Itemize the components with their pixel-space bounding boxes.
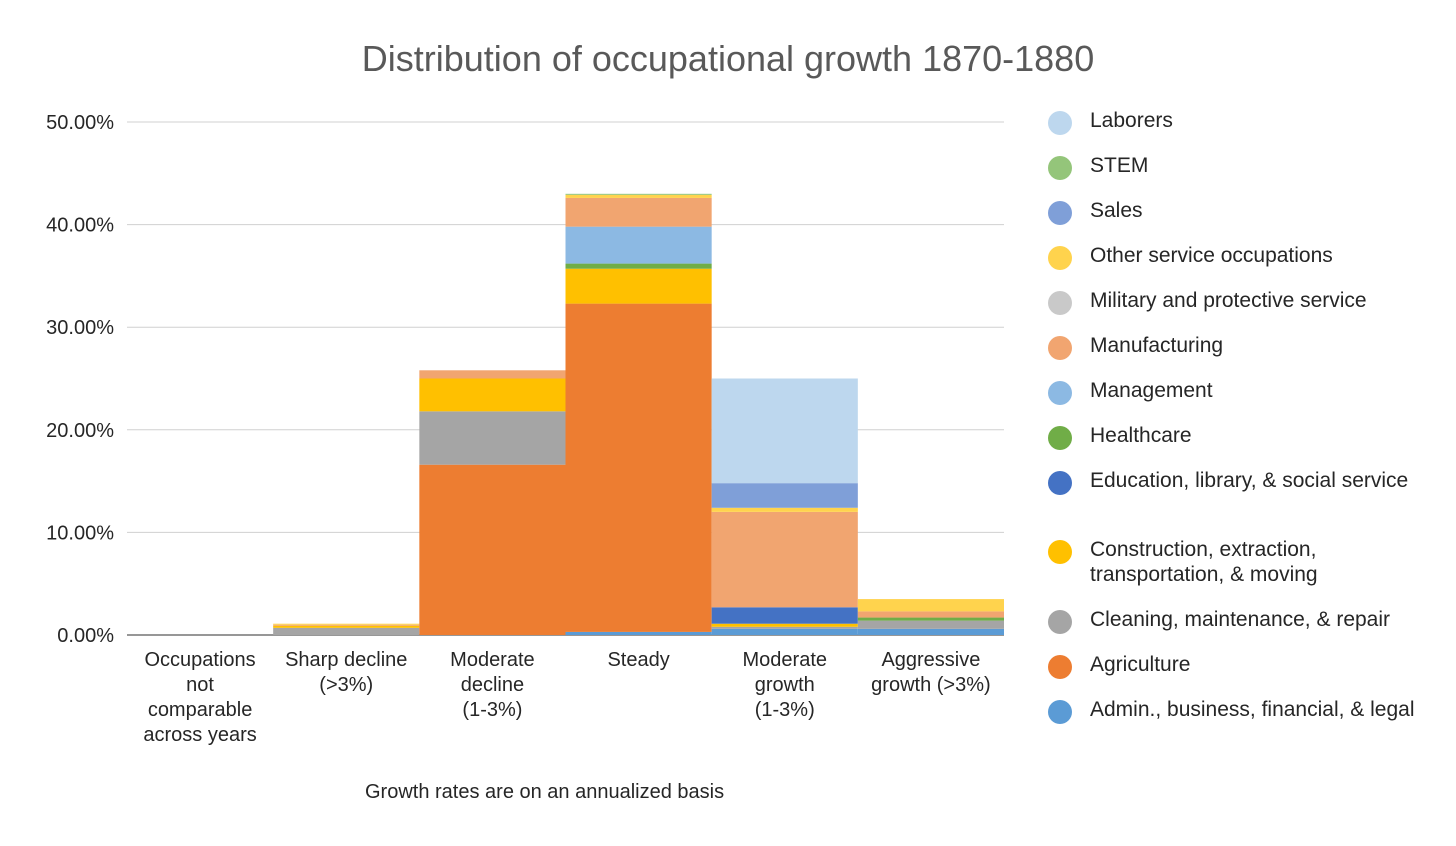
x-axis-label: Growth rates are on an annualized basis <box>365 781 725 803</box>
x-tick-label: Aggressive growth (>3%) <box>871 649 991 696</box>
bar-segment <box>565 303 712 632</box>
bar-segment <box>273 623 420 625</box>
bar-segment <box>711 378 858 484</box>
bar-segment <box>857 611 1004 618</box>
bar-segment <box>565 268 712 304</box>
legend-swatch <box>1048 381 1072 405</box>
legend-swatch <box>1048 426 1072 450</box>
legend-swatch <box>1048 540 1072 564</box>
bar-segment <box>711 628 858 635</box>
bar-segment <box>857 628 1004 635</box>
legend-item: Education, library, & social service <box>1048 468 1430 495</box>
bar-segment <box>711 626 858 629</box>
legend-label: Healthcare <box>1090 424 1192 447</box>
legend-swatch <box>1048 471 1072 495</box>
bar-segment <box>419 464 566 635</box>
bar-segment <box>273 624 420 626</box>
legend-label: Other service occupations <box>1090 244 1333 267</box>
bar-segment <box>565 263 712 269</box>
legend-label: Construction, extraction, transportation… <box>1090 538 1318 586</box>
legend-label: STEM <box>1090 154 1149 177</box>
legend-item: Management <box>1048 378 1430 405</box>
legend-item: Sales <box>1048 198 1430 225</box>
legend-item: Other service occupations <box>1048 243 1430 270</box>
legend-item: STEM <box>1048 153 1430 180</box>
bar-segment <box>565 194 712 198</box>
legend-item: Laborers <box>1048 108 1430 135</box>
bar-segment <box>857 599 1004 612</box>
legend-label: Agriculture <box>1090 653 1191 676</box>
legend-item: Manufacturing <box>1048 333 1430 360</box>
legend-label: Admin., business, financial, & legal <box>1090 698 1415 721</box>
legend-swatch <box>1048 291 1072 315</box>
bars <box>273 193 1004 635</box>
bar-segment <box>273 627 420 635</box>
bar-segment <box>273 625 420 628</box>
legend-swatch <box>1048 655 1072 679</box>
x-tick-label: Sharp decline (>3%) <box>285 649 407 696</box>
legend-label: Management <box>1090 379 1213 402</box>
legend-item: Agriculture <box>1048 652 1430 679</box>
bar-segment <box>565 197 712 227</box>
y-tick-label: 0.00% <box>57 625 114 647</box>
x-tick-label: Moderate growth (1-3%) <box>743 649 828 721</box>
legend-item: Military and protective service <box>1048 288 1430 315</box>
x-tick-label: Moderate decline (1-3%) <box>450 649 535 721</box>
bar-segment <box>565 226 712 264</box>
legend-item: Healthcare <box>1048 423 1430 450</box>
legend-label: Military and protective service <box>1090 289 1367 312</box>
legend-label: Education, library, & social service <box>1090 469 1409 492</box>
legend-swatch <box>1048 201 1072 225</box>
legend-swatch <box>1048 700 1072 724</box>
x-tick-label: Steady <box>607 649 669 671</box>
y-tick-label: 10.00% <box>46 522 114 544</box>
legend-swatch <box>1048 336 1072 360</box>
x-axis-ticks: Occupations not comparable across years Shar… <box>143 649 990 746</box>
y-tick-label: 50.00% <box>46 112 114 134</box>
bar-segment <box>565 193 712 195</box>
chart-title: Distribution of occupational growth 1870… <box>361 38 1095 79</box>
legend-swatch <box>1048 111 1072 135</box>
bar-segment <box>857 620 1004 629</box>
bar-segment <box>711 511 858 608</box>
bar-segment <box>419 378 566 412</box>
y-tick-label: 30.00% <box>46 317 114 339</box>
legend-label: Sales <box>1090 199 1143 222</box>
legend-swatch <box>1048 610 1072 634</box>
x-tick-label: Occupations not comparable across years <box>143 649 256 746</box>
bar-segment <box>419 370 566 379</box>
legend-label: Cleaning, maintenance, & repair <box>1090 608 1391 631</box>
bar-segment <box>419 411 566 465</box>
legend-swatch <box>1048 246 1072 270</box>
legend-label: Laborers <box>1090 109 1173 132</box>
y-tick-label: 20.00% <box>46 420 114 442</box>
bar-segment <box>711 623 858 627</box>
bar-segment <box>711 607 858 624</box>
legend-label: Manufacturing <box>1090 334 1224 357</box>
bar-segment <box>565 631 712 635</box>
bar-segment <box>711 483 858 508</box>
bar-segment <box>711 507 858 512</box>
legend-swatch <box>1048 156 1072 180</box>
bar-segment <box>857 617 1004 621</box>
legend-item: Admin., business, financial, & legal <box>1048 697 1430 724</box>
legend-item: Cleaning, maintenance, & repair <box>1048 607 1430 634</box>
legend-item: Construction, extraction, transportation… <box>1048 537 1430 587</box>
y-axis-ticks: 0.00% 10.00% 20.00% 30.00% 40.00% 50.00% <box>46 112 114 647</box>
y-tick-label: 40.00% <box>46 215 114 237</box>
